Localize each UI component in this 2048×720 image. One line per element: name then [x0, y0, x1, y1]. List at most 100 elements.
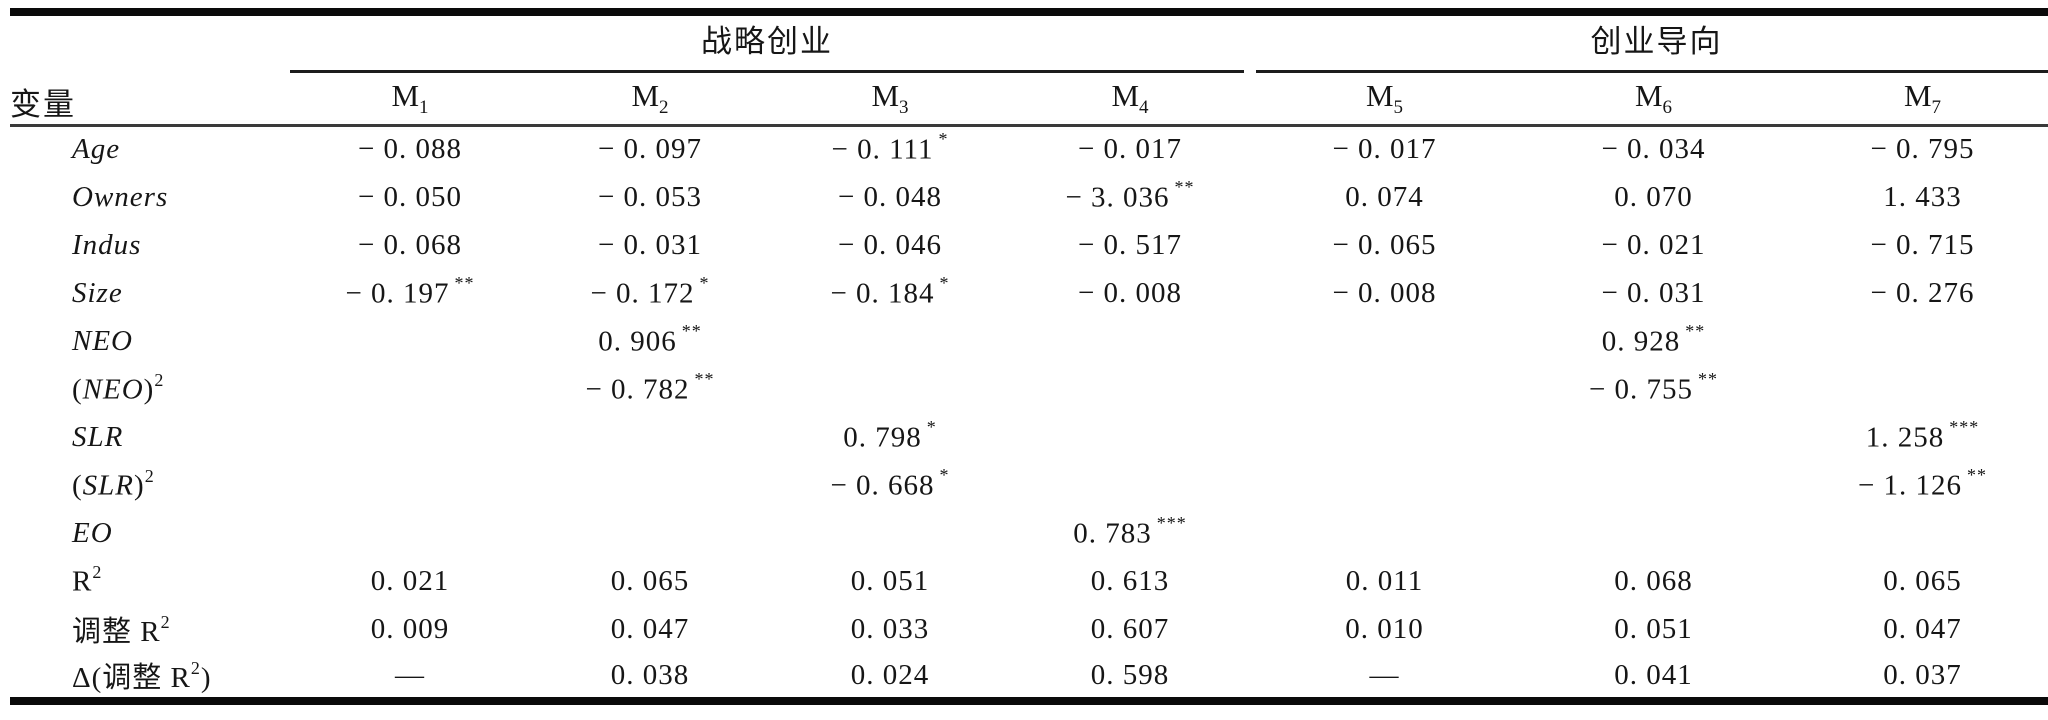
row-label: Age [10, 125, 290, 173]
label-text: ) [143, 373, 155, 406]
row-label: NEO [10, 317, 290, 365]
coefficient-cell [1250, 365, 1519, 413]
sig-stars: * [938, 129, 949, 150]
coefficient-cell: − 0. 172 * [530, 269, 770, 317]
coefficient-cell: − 0. 276 [1788, 269, 2048, 317]
table-row: SLR 0. 798 * 1. 258 *** [10, 413, 2048, 461]
table-row: Owners − 0. 050 − 0. 053 − 0. 048 − 3. 036 **… [10, 173, 2048, 221]
coefficient-cell: 0. 009 [290, 605, 530, 653]
sig-stars: * [939, 464, 950, 485]
row-label: 调整 R2 [10, 605, 290, 653]
label-text: NEO [72, 324, 133, 357]
coefficient-cell [1010, 461, 1250, 509]
cell-value: 1. 258 [1865, 421, 1945, 454]
coefficient-cell: 0. 051 [770, 557, 1010, 605]
cell-value: 0. 037 [1883, 658, 1962, 691]
cell-value: − 0. 021 [1601, 228, 1706, 261]
cell-value: − 0. 668 [830, 469, 935, 502]
cell-value: − 0. 197 [345, 277, 450, 310]
coefficient-cell: − 0. 046 [770, 221, 1010, 269]
row-label: SLR [10, 413, 290, 461]
cell-value: 0. 047 [610, 612, 690, 645]
label-text: ) [134, 469, 145, 502]
label-text: SLR [82, 469, 135, 502]
model-label: M [1903, 77, 1932, 113]
model-header-m6: M6 [1519, 73, 1788, 127]
cell-value: − 0. 517 [1077, 228, 1183, 261]
coefficient-cell: 0. 070 [1519, 173, 1788, 221]
cell-value: 0. 798 [843, 421, 922, 454]
cell-value: 0. 047 [1883, 612, 1962, 645]
cell-value: − 0. 031 [597, 228, 703, 261]
label-text: ( [72, 373, 83, 406]
cell-value: 0. 613 [1090, 564, 1170, 597]
coefficient-cell: 0. 906 ** [530, 317, 770, 365]
coefficient-cell: − 0. 795 [1788, 125, 2048, 173]
label-text: SLR [72, 420, 124, 453]
cell-value: 0. 068 [1614, 564, 1693, 597]
label-text: Size [72, 276, 123, 309]
cell-value: 0. 021 [370, 564, 450, 597]
cell-value: 0. 065 [1883, 564, 1962, 597]
coefficient-cell: − 0. 065 [1250, 221, 1519, 269]
coefficient-cell [290, 413, 530, 461]
cell-value: 0. 051 [850, 564, 930, 597]
cell-value: 1. 433 [1883, 180, 1962, 213]
coefficient-cell: 1. 258 *** [1788, 413, 2048, 461]
sig-stars: *** [1156, 512, 1187, 533]
coefficient-cell: 0. 033 [770, 605, 1010, 653]
cell-value: 0. 074 [1345, 180, 1424, 213]
coefficient-cell: − 0. 031 [1519, 269, 1788, 317]
model-header-row: M1 M2 M3 M4 M5 M6 M7 [10, 73, 2048, 127]
model-subscript: 5 [1393, 96, 1404, 118]
coefficient-cell [530, 413, 770, 461]
coefficient-cell: 0. 783 *** [1010, 509, 1250, 557]
coefficient-cell: − 0. 517 [1010, 221, 1250, 269]
coefficient-cell [1010, 317, 1250, 365]
coefficient-cell [290, 509, 530, 557]
coefficient-cell: − 0. 008 [1010, 269, 1250, 317]
label-text: Indus [72, 228, 142, 261]
model-label: M [1111, 77, 1140, 113]
coefficient-cell: 0. 047 [1788, 605, 2048, 653]
coefficient-cell: − 0. 097 [530, 125, 770, 173]
label-text: EO [72, 516, 113, 549]
coefficient-cell: − 0. 053 [530, 173, 770, 221]
cell-value: − 0. 184 [830, 277, 935, 310]
coefficient-cell [1788, 509, 2048, 557]
coefficient-cell: 0. 613 [1010, 557, 1250, 605]
coefficient-cell: − 0. 050 [290, 173, 530, 221]
coefficient-cell [1788, 317, 2048, 365]
model-subscript: 1 [419, 96, 429, 118]
cell-value: − 0. 782 [585, 373, 690, 406]
cell-value: − 0. 046 [837, 228, 943, 261]
cell-value: − 0. 065 [1332, 228, 1437, 261]
coefficient-cell: 0. 065 [530, 557, 770, 605]
coefficient-cell: 0. 065 [1788, 557, 2048, 605]
cell-value: − 0. 053 [597, 180, 703, 213]
sig-stars: ** [1698, 368, 1719, 389]
coefficient-cell: − 0. 017 [1250, 125, 1519, 173]
group-header-strategic-entrepreneurship: 战略创业 [290, 12, 1250, 73]
table-row: Size − 0. 197 ** − 0. 172 * − 0. 184 * − 0. 008… [10, 269, 2048, 317]
table-row: (NEO)2− 0. 782 ** − 0. 755 ** [10, 365, 2048, 413]
regression-table: 变量 战略创业 创业导向 M1 M2 M3 M4 M5 M6 M7 Age − 0. 088−… [10, 8, 2048, 705]
coefficient-cell: − 1. 126 ** [1788, 461, 2048, 509]
coefficient-cell: 0. 021 [290, 557, 530, 605]
cell-value: − 0. 111 [831, 134, 934, 167]
row-label: Owners [10, 173, 290, 221]
coefficient-cell: 0. 047 [530, 605, 770, 653]
coefficient-cell [290, 461, 530, 509]
sig-stars: * [926, 416, 937, 437]
table-row: R2 0. 021 0. 065 0. 051 0. 613 0. 011 0. 068 0.… [10, 557, 2048, 605]
coefficient-cell: − 0. 048 [770, 173, 1010, 221]
model-subscript: 3 [899, 96, 909, 118]
label-text: NEO [82, 373, 144, 406]
cell-value: 0. 070 [1614, 180, 1693, 213]
row-label: Indus [10, 221, 290, 269]
row-label: (SLR)2 [10, 461, 290, 509]
cell-value: — [395, 658, 425, 691]
model-label: M [631, 77, 660, 113]
table-row: NEO 0. 906 ** 0. 928 ** [10, 317, 2048, 365]
